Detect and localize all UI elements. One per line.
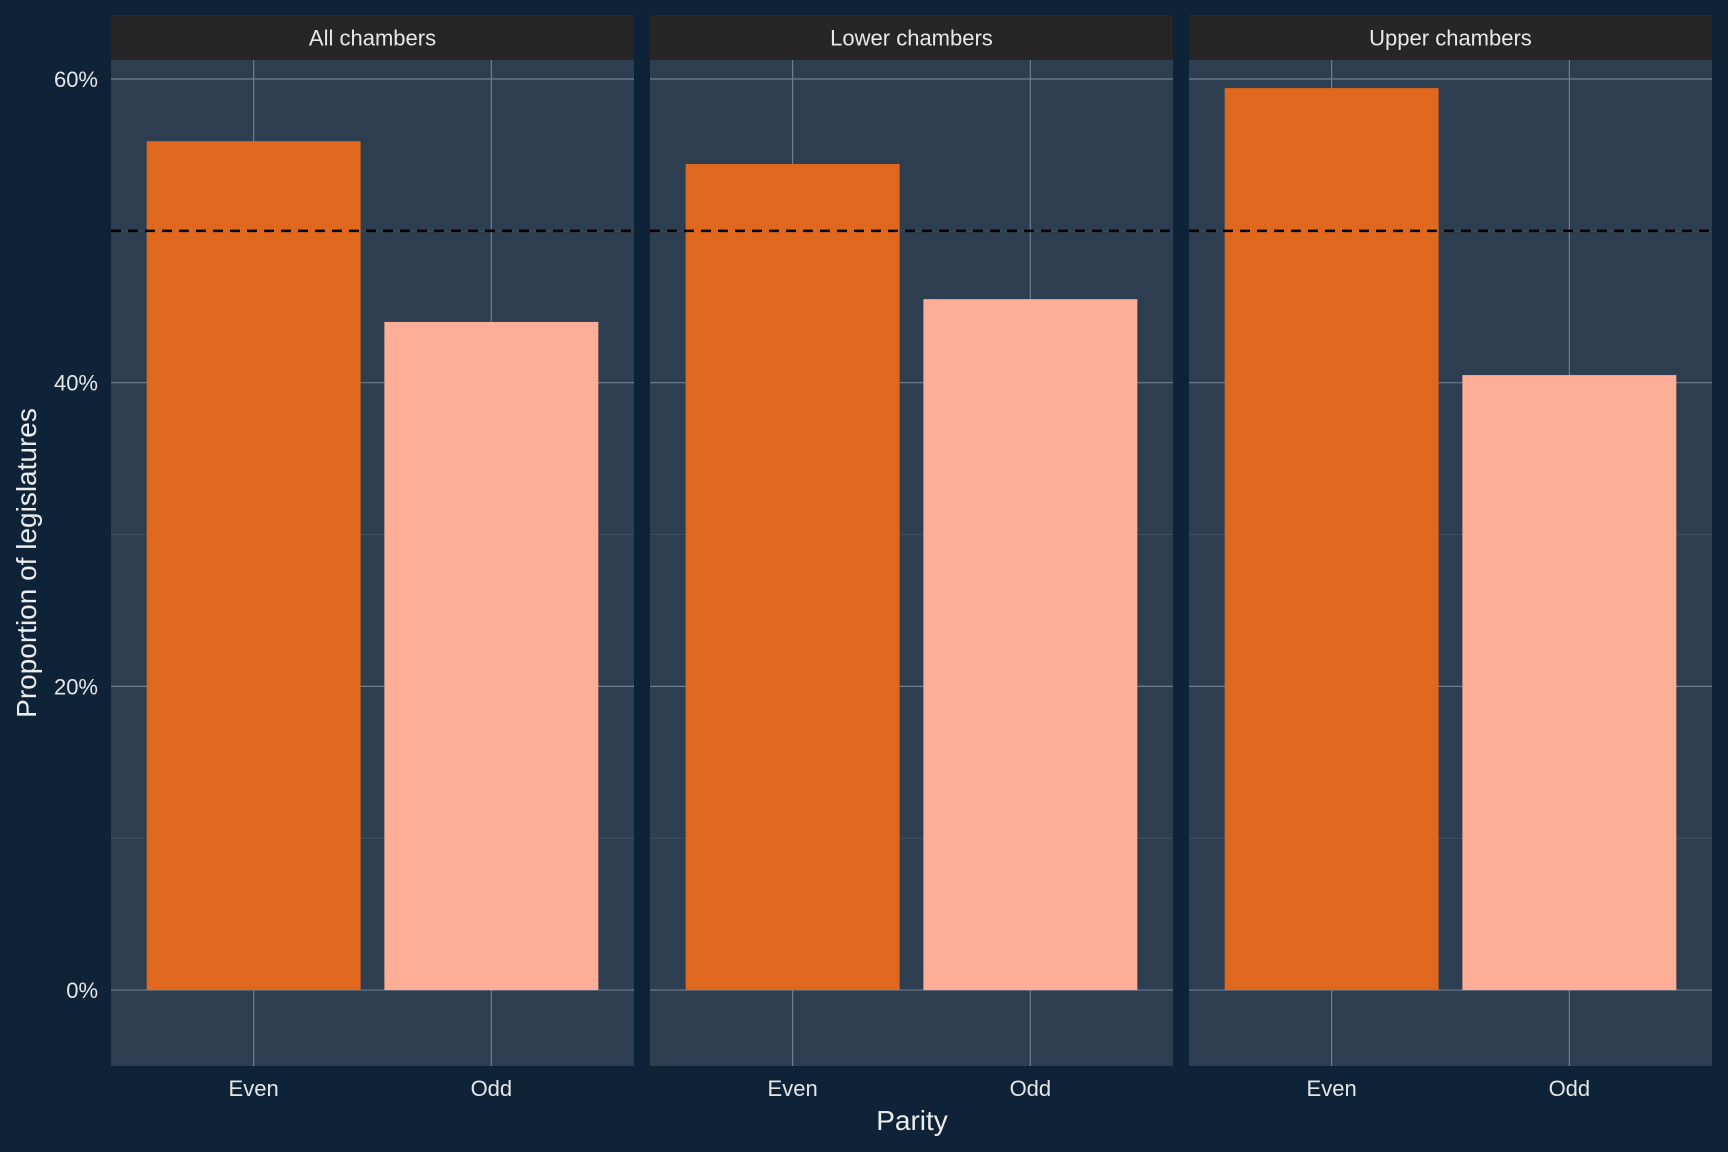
y-axis: 0% 20% 40% 60% (54, 67, 98, 1003)
facet-panel-1: All chambers Even Odd (111, 15, 634, 1101)
facet-strip (111, 15, 634, 60)
y-axis-title: Proportion of legislatures (11, 408, 42, 718)
y-tick-label: 20% (54, 674, 98, 699)
x-tick-label: Odd (471, 1076, 513, 1101)
bar-odd (384, 321, 599, 991)
x-tick-label: Odd (1549, 1076, 1591, 1101)
facet-title: Lower chambers (830, 26, 993, 51)
x-tick-label: Even (1307, 1076, 1357, 1101)
x-axis-title: Parity (876, 1105, 948, 1136)
bar-even (685, 164, 900, 991)
bar-even (146, 141, 361, 991)
panels-layer: All chambers Even Odd Lower chambers Even Odd… (111, 15, 1712, 1101)
x-tick-label: Odd (1010, 1076, 1052, 1101)
facet-panel-2: Lower chambers Even Odd (650, 15, 1173, 1101)
bar-odd (923, 299, 1138, 991)
facet-title: Upper chambers (1369, 26, 1532, 51)
facet-panel-3: Upper chambers Even Odd (1189, 15, 1712, 1101)
x-tick-label: Even (768, 1076, 818, 1101)
x-tick-label: Even (229, 1076, 279, 1101)
y-tick-label: 0% (66, 978, 98, 1003)
facet-strip (650, 15, 1173, 60)
y-tick-label: 40% (54, 371, 98, 396)
facet-title: All chambers (309, 26, 436, 51)
bar-odd (1462, 375, 1677, 991)
y-tick-label: 60% (54, 67, 98, 92)
bar-even (1224, 88, 1439, 991)
facet-strip (1189, 15, 1712, 60)
